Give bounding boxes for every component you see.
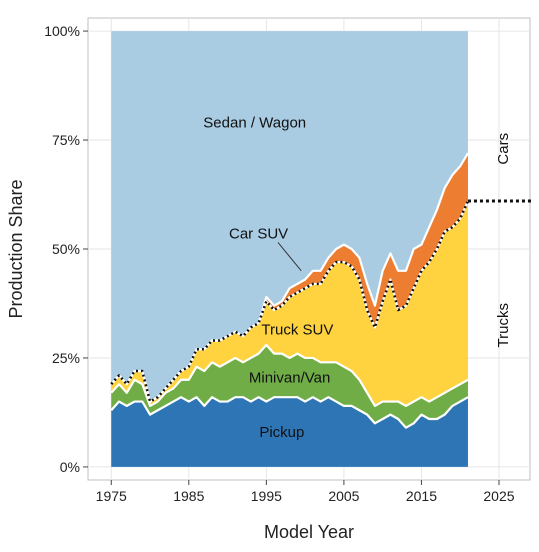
area-labels: Sedan / Wagon Car SUV Truck SUV Minivan/Van… <box>203 115 512 441</box>
area-label-truck-suv: Truck SUV <box>261 322 333 339</box>
y-tick-label: 50% <box>52 241 80 257</box>
area-label-minivan-van: Minivan/Van <box>249 370 330 387</box>
area-pickup <box>111 397 468 467</box>
area-sedan-wagon <box>111 31 468 402</box>
y-axis-title: Production Share <box>6 179 26 318</box>
series-boundary <box>110 396 469 429</box>
x-tick-label: 1985 <box>173 488 204 504</box>
x-axis-title: Model Year <box>264 522 354 542</box>
car-suv-callout-line <box>277 242 302 272</box>
area-minivan-van <box>111 344 468 428</box>
area-label-sedan-wagon: Sedan / Wagon <box>203 115 306 132</box>
side-label-trucks: Trucks <box>495 303 512 347</box>
area-truck-suv <box>111 201 468 406</box>
area-label-car-suv: Car SUV <box>229 226 288 243</box>
area-label-pickup: Pickup <box>259 424 304 441</box>
x-tick-label: 2005 <box>328 488 359 504</box>
x-tick-label: 1995 <box>251 488 282 504</box>
axes: 1975 1985 1995 2005 2015 2025 0% 25% 50% 75% 100% <box>44 23 515 504</box>
y-tick-label: 100% <box>44 23 80 39</box>
cars-trucks-divider <box>110 200 470 403</box>
y-tick-label: 25% <box>52 350 80 366</box>
y-tick-label: 0% <box>60 459 80 475</box>
area-boundaries <box>110 152 532 429</box>
x-tick-label: 1975 <box>96 488 127 504</box>
x-tick-label: 2015 <box>406 488 437 504</box>
x-tick-label: 2025 <box>483 488 514 504</box>
side-label-cars: Cars <box>495 133 512 165</box>
area-car-suv <box>111 153 468 402</box>
series-boundary <box>110 343 469 408</box>
y-tick-label: 75% <box>52 132 80 148</box>
stacked-areas <box>111 31 468 467</box>
